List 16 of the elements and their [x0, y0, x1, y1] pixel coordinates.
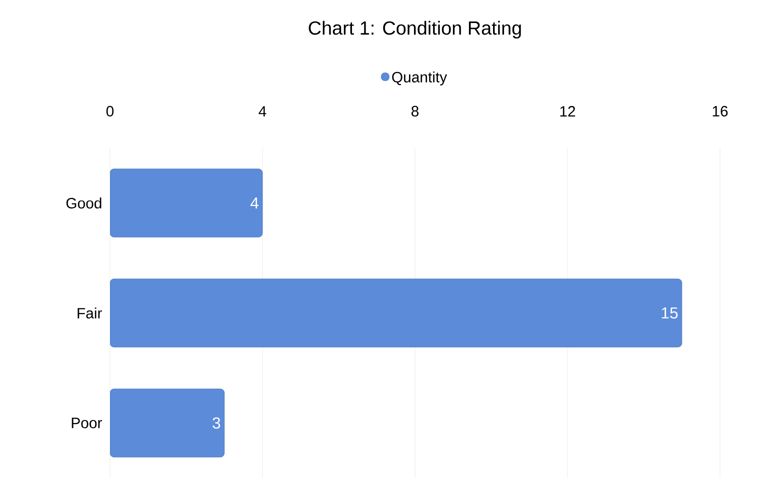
chart-title: Chart 1: Condition Rating	[308, 20, 521, 38]
bar	[110, 388, 225, 458]
x-tick-label: 0	[106, 106, 114, 116]
bar	[110, 168, 263, 238]
x-tick-label: 8	[412, 106, 419, 116]
x-tick-label: 12	[560, 106, 576, 116]
legend-label: Quantity	[392, 71, 448, 86]
data-label: 3	[212, 417, 220, 429]
bar	[110, 278, 682, 348]
y-tick-label: Fair	[78, 308, 102, 318]
data-label: 4	[250, 198, 259, 208]
y-tick-label: Good	[66, 198, 102, 208]
data-label: 15	[662, 307, 678, 319]
y-tick-label: Poor	[72, 418, 102, 428]
x-tick-label: 16	[712, 106, 728, 116]
x-tick-label: 4	[258, 106, 266, 116]
